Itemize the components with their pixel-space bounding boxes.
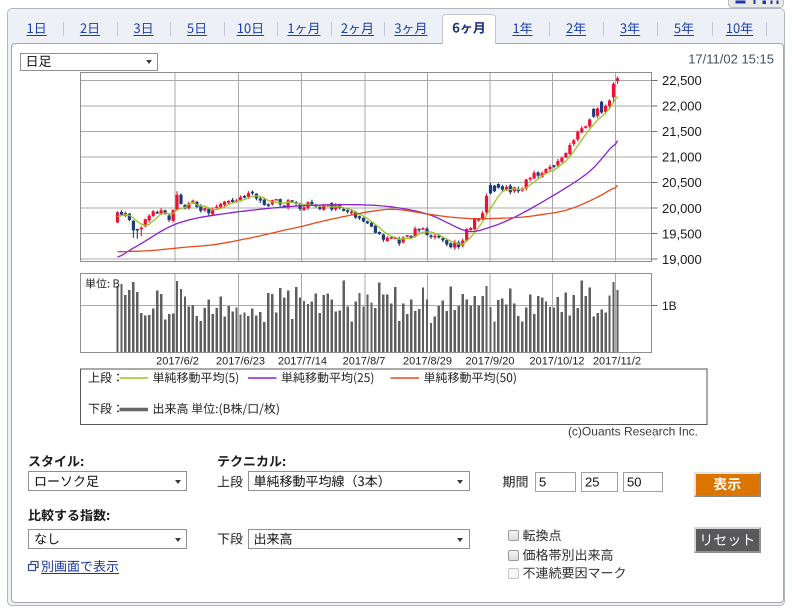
svg-text:2017/11/2: 2017/11/2 bbox=[593, 356, 641, 368]
svg-text:2017/9/20: 2017/9/20 bbox=[466, 356, 515, 368]
svg-text:(c)Ouants Research Inc.: (c)Ouants Research Inc. bbox=[568, 425, 698, 439]
svg-text:1B: 1B bbox=[662, 299, 677, 313]
svg-text:25: 25 bbox=[585, 475, 599, 490]
svg-text:5: 5 bbox=[539, 475, 546, 490]
svg-text:21,500: 21,500 bbox=[662, 124, 702, 139]
svg-text:2017/6/23: 2017/6/23 bbox=[216, 356, 265, 368]
svg-text:2017/6/2: 2017/6/2 bbox=[156, 356, 199, 368]
svg-text:22,500: 22,500 bbox=[662, 73, 702, 88]
svg-text:50: 50 bbox=[627, 475, 641, 490]
svg-text:22,000: 22,000 bbox=[662, 99, 702, 114]
svg-text:17/11/02 15:15: 17/11/02 15:15 bbox=[688, 52, 774, 67]
svg-text:21,000: 21,000 bbox=[662, 150, 702, 165]
svg-text:19,500: 19,500 bbox=[662, 226, 702, 241]
svg-text:20,500: 20,500 bbox=[662, 175, 702, 190]
svg-text:20,000: 20,000 bbox=[662, 201, 702, 216]
svg-text:2017/10/12: 2017/10/12 bbox=[529, 356, 584, 368]
svg-text:2017/8/7: 2017/8/7 bbox=[343, 356, 386, 368]
svg-text:19,000: 19,000 bbox=[662, 252, 702, 267]
svg-text:2017/8/29: 2017/8/29 bbox=[403, 356, 452, 368]
svg-text:2017/7/14: 2017/7/14 bbox=[278, 356, 327, 368]
